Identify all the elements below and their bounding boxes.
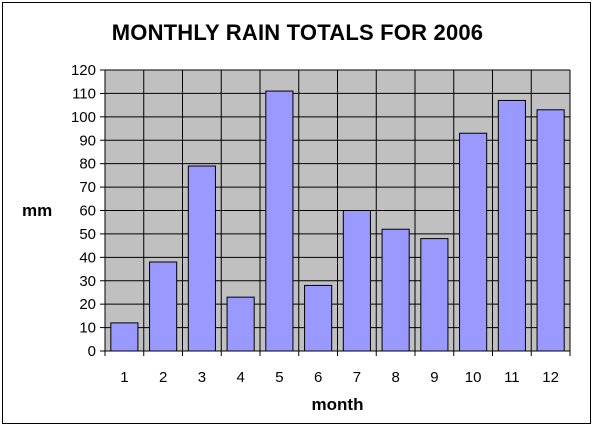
bar-10: [459, 132, 488, 352]
x-tick-label: 2: [159, 369, 167, 386]
x-tick-label: 1: [120, 369, 128, 386]
bar-2: [149, 261, 178, 352]
x-tick-label: 10: [465, 369, 482, 386]
y-tick-label: 90: [79, 132, 96, 149]
bar-9: [420, 238, 449, 352]
x-axis-label: month: [311, 395, 364, 414]
y-tick-label: 100: [71, 109, 96, 126]
y-axis-label: mm: [22, 201, 53, 220]
bar-3: [187, 165, 216, 352]
x-tick-label: 6: [314, 369, 322, 386]
y-tick-label: 60: [79, 203, 96, 220]
y-tick-label: 120: [71, 62, 96, 79]
bar-6: [304, 284, 333, 352]
bar-8: [381, 228, 410, 352]
y-tick-label: 30: [79, 273, 96, 290]
bar-1: [110, 322, 139, 352]
bar-4: [226, 296, 255, 352]
chart-title: MONTHLY RAIN TOTALS FOR 2006: [111, 20, 484, 45]
x-tick-label: 3: [198, 369, 206, 386]
y-tick-label: 40: [79, 249, 96, 266]
x-tick-label: 8: [391, 369, 399, 386]
y-tick-label: 110: [72, 85, 96, 102]
bar-11: [497, 99, 526, 352]
bar-12: [536, 109, 565, 352]
x-tick-label: 4: [236, 369, 244, 386]
x-tick-label: 11: [504, 369, 520, 386]
x-tick-label: 12: [542, 369, 559, 386]
x-tick-label: 9: [430, 369, 438, 386]
y-tick-label: 50: [79, 226, 96, 243]
y-tick-label: 70: [79, 179, 96, 196]
x-tick-label: 7: [353, 369, 361, 386]
y-tick-label: 10: [79, 320, 96, 337]
y-tick-label: 0: [88, 343, 96, 360]
bar-7: [342, 210, 371, 352]
x-tick-label: 5: [275, 369, 283, 386]
bar-5: [265, 90, 294, 352]
y-tick-label: 80: [79, 156, 96, 173]
y-tick-label: 20: [79, 296, 96, 313]
